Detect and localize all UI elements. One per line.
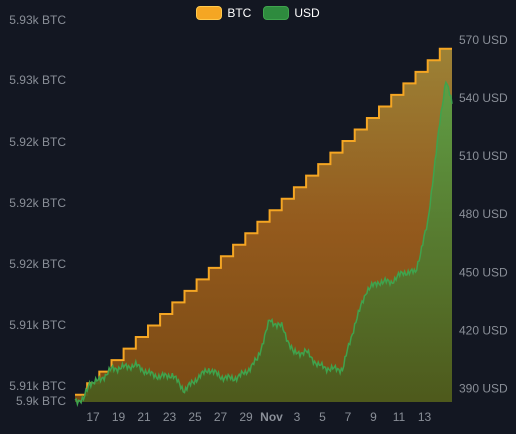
usd-line — [74, 80, 453, 408]
right-tick-label: 540 USD — [459, 91, 508, 105]
right-tick-label: 450 USD — [459, 265, 508, 279]
left-tick-label: 5.9k BTC — [16, 394, 66, 408]
left-tick-label: 5.92k BTC — [9, 196, 66, 210]
x-tick-label: 17 — [86, 410, 100, 424]
legend-label-usd: USD — [294, 6, 320, 20]
x-tick-label: 29 — [239, 410, 253, 424]
left-tick-label: 5.91k BTC — [9, 318, 66, 332]
x-tick-label: 13 — [418, 410, 432, 424]
legend: BTC USD — [0, 6, 516, 20]
btc-line — [75, 47, 452, 396]
legend-swatch-usd — [263, 6, 290, 20]
legend-label-btc: BTC — [227, 6, 252, 20]
left-tick-label: 5.93k BTC — [9, 13, 66, 27]
x-tick-label: 5 — [319, 410, 326, 424]
x-tick-label: 19 — [112, 410, 126, 424]
x-tick-label: Nov — [260, 410, 283, 424]
left-axis: 5.93k BTC 5.93k BTC 5.92k BTC 5.92k BTC 5.92… — [9, 13, 66, 408]
legend-item-btc[interactable]: BTC — [196, 6, 251, 20]
x-tick-label: 9 — [370, 410, 377, 424]
x-tick-label: 25 — [188, 410, 202, 424]
x-tick-label: 11 — [393, 410, 406, 424]
x-tick-label: 7 — [345, 410, 352, 424]
left-tick-label: 5.91k BTC — [9, 379, 66, 393]
right-axis: 570 USD 540 USD 510 USD 480 USD 450 USD 420 U… — [459, 33, 508, 396]
right-tick-label: 570 USD — [459, 33, 508, 47]
left-tick-label: 5.92k BTC — [9, 135, 66, 149]
usd-series — [74, 80, 453, 408]
left-tick-label: 5.93k BTC — [9, 73, 66, 87]
legend-item-usd[interactable]: USD — [263, 6, 320, 20]
x-axis: 17 19 21 23 25 27 29 Nov 3 5 7 9 11 13 — [86, 410, 431, 424]
x-tick-label: 21 — [137, 410, 151, 424]
right-tick-label: 390 USD — [459, 381, 508, 395]
right-tick-label: 510 USD — [459, 149, 508, 163]
x-tick-label: 3 — [294, 410, 301, 424]
right-tick-label: 420 USD — [459, 323, 508, 337]
left-tick-label: 5.92k BTC — [9, 257, 66, 271]
x-tick-label: 23 — [163, 410, 177, 424]
x-tick-label: 27 — [214, 410, 228, 424]
legend-swatch-btc — [196, 6, 223, 20]
right-tick-label: 480 USD — [459, 207, 508, 221]
usd-area — [75, 82, 452, 405]
